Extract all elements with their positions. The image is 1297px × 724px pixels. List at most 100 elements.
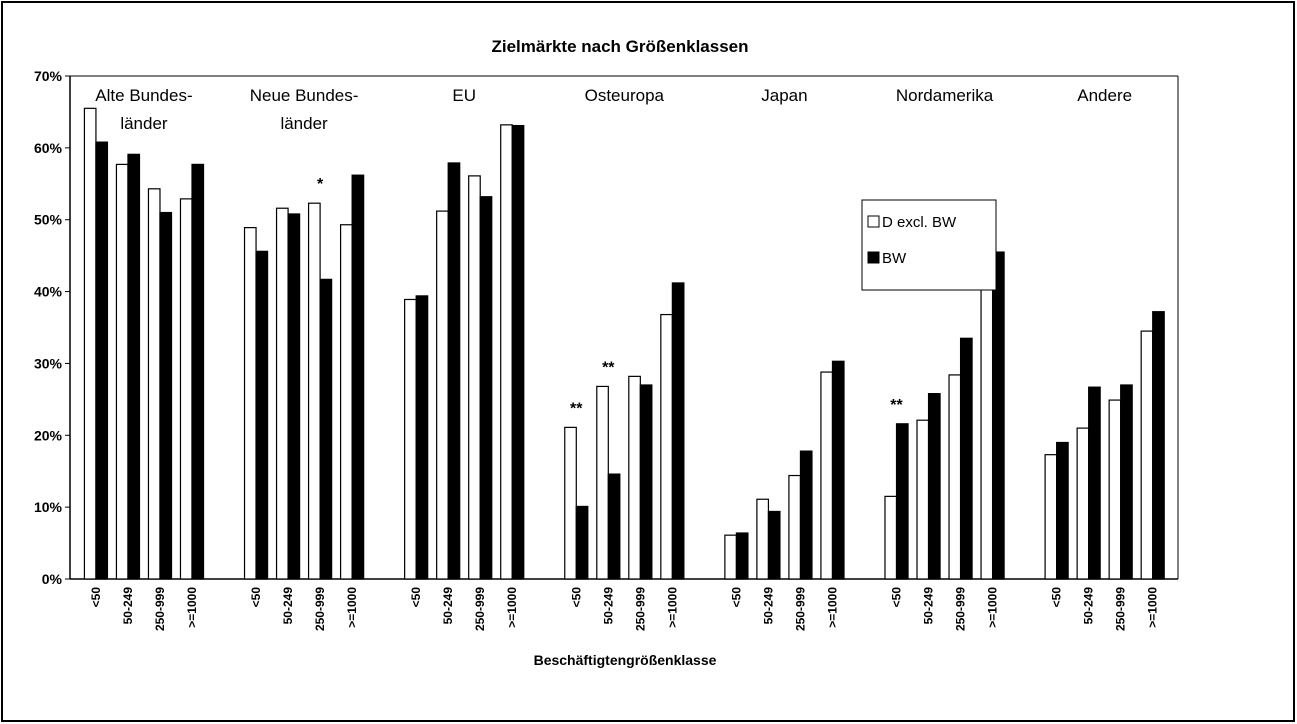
bar — [479, 196, 493, 580]
y-tick-label: 40% — [34, 284, 63, 300]
bar — [511, 124, 525, 580]
group-label: Nordamerika — [896, 86, 994, 105]
bar — [191, 163, 205, 580]
x-tick-label: <50 — [249, 587, 263, 608]
bar — [660, 313, 673, 580]
bar — [639, 384, 653, 580]
bar — [127, 153, 141, 580]
x-tick-label: >=1000 — [1146, 587, 1160, 628]
bar — [799, 450, 813, 580]
bar — [820, 371, 834, 580]
bar — [607, 473, 621, 580]
group-label: Alte Bundes- — [95, 86, 192, 105]
annotation: ** — [602, 359, 615, 376]
x-tick-label: >=1000 — [986, 587, 1000, 628]
bar — [339, 224, 353, 580]
bar — [275, 207, 289, 580]
bar — [1056, 441, 1069, 580]
y-tick-label: 60% — [34, 140, 63, 156]
y-tick-label: 50% — [34, 212, 63, 228]
bar — [255, 250, 269, 580]
y-tick-label: 20% — [34, 427, 63, 443]
bar — [991, 251, 1005, 580]
x-tick-label: <50 — [89, 587, 103, 608]
y-tick-label: 30% — [34, 355, 63, 371]
x-tick-label: >=1000 — [665, 587, 679, 628]
x-tick-label: 50-249 — [761, 587, 775, 625]
bar — [179, 198, 193, 580]
bar — [436, 210, 449, 580]
bar — [980, 258, 994, 580]
annotation: * — [317, 176, 324, 193]
bar — [1076, 427, 1090, 580]
group-label: Andere — [1077, 86, 1132, 105]
group-label: länder — [120, 114, 168, 133]
bar — [447, 162, 461, 580]
bar — [895, 423, 909, 580]
x-tick-label: 250-999 — [633, 587, 647, 631]
bar — [83, 107, 97, 580]
annotation: ** — [890, 397, 903, 414]
x-tick-label: <50 — [409, 587, 423, 608]
bar — [500, 124, 513, 580]
annotation: ** — [570, 400, 583, 417]
x-tick-label: 250-999 — [313, 587, 327, 631]
bar — [1152, 311, 1165, 580]
bar — [767, 510, 781, 580]
x-tick-label: <50 — [569, 587, 583, 608]
chart-title: Zielmärkte nach Größenklassen — [492, 37, 749, 56]
bar — [115, 163, 129, 580]
bar — [1120, 384, 1133, 580]
bar — [159, 211, 173, 580]
bar — [628, 375, 641, 580]
x-tick-label: <50 — [1050, 587, 1064, 608]
bar — [948, 374, 962, 580]
x-tick-label: 250-999 — [1114, 587, 1128, 631]
group-label: Neue Bundes- — [250, 86, 359, 105]
x-tick-label: 50-249 — [441, 587, 455, 625]
x-tick-label: 50-249 — [1082, 587, 1096, 625]
bar — [319, 278, 333, 580]
bar — [831, 360, 845, 580]
group-label: Osteuropa — [585, 86, 665, 105]
y-tick-label: 70% — [34, 68, 63, 84]
bar — [916, 419, 930, 580]
y-tick-label: 10% — [34, 499, 63, 515]
group-label: länder — [280, 114, 328, 133]
bar — [564, 426, 577, 580]
bar — [287, 213, 301, 580]
x-tick-label: 250-999 — [954, 587, 968, 631]
bar — [415, 295, 429, 580]
bar — [596, 385, 609, 580]
bar — [404, 298, 417, 580]
bar — [243, 227, 257, 580]
bar — [959, 337, 973, 580]
x-tick-label: 250-999 — [153, 587, 167, 631]
group-label: EU — [452, 86, 476, 105]
group-label: Japan — [761, 86, 807, 105]
bar — [1140, 330, 1154, 580]
x-tick-label: 50-249 — [121, 587, 135, 625]
legend-swatch — [867, 215, 880, 228]
bar — [1044, 454, 1058, 580]
bar — [884, 495, 898, 580]
x-tick-label: 50-249 — [281, 587, 295, 625]
x-tick-label: >=1000 — [825, 587, 839, 628]
bar — [735, 532, 749, 580]
bar — [1108, 399, 1122, 580]
bar — [575, 505, 589, 580]
legend-box — [861, 199, 997, 291]
legend-label: D excl. BW — [882, 214, 957, 231]
bar — [95, 141, 109, 580]
x-tick-label: 250-999 — [793, 587, 807, 631]
x-tick-label: 250-999 — [473, 587, 487, 631]
legend-swatch — [867, 251, 880, 264]
bar — [307, 202, 321, 580]
bar — [468, 175, 481, 580]
x-tick-label: 50-249 — [601, 587, 615, 625]
x-tick-label: <50 — [890, 587, 904, 608]
x-tick-label: >=1000 — [185, 587, 199, 628]
bar — [724, 534, 738, 580]
